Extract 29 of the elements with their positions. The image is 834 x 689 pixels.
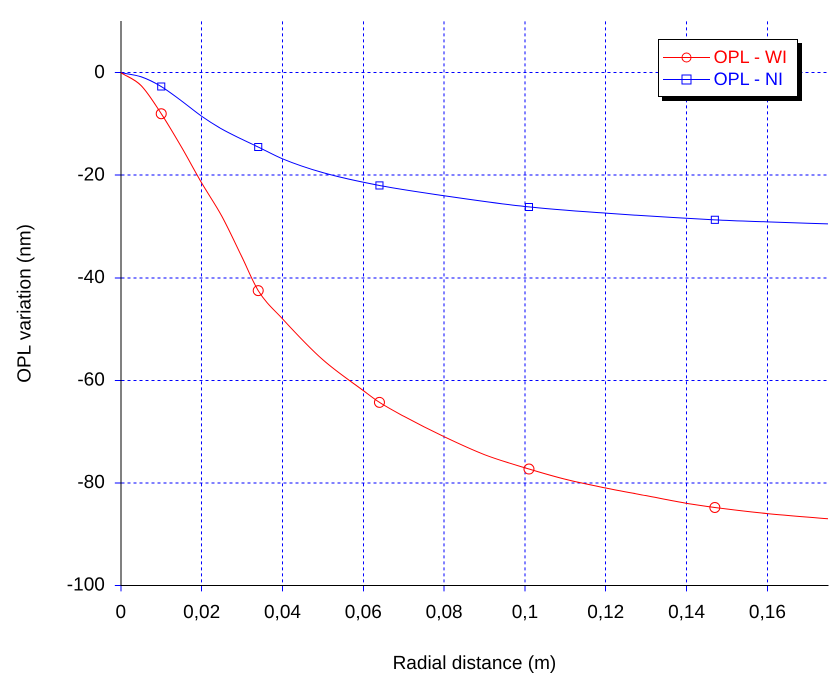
point xyxy=(523,464,534,475)
x-tick-label: 0,02 xyxy=(183,602,220,624)
point xyxy=(156,108,167,120)
x-tick-label: 0,14 xyxy=(668,602,706,624)
x-tick-label: 0,1 xyxy=(512,602,538,624)
y-tick-label: 0 xyxy=(94,62,105,83)
legend-label: OPL - NI xyxy=(714,68,784,90)
x-axis-title: Radial distance (m) xyxy=(392,652,556,674)
x-tick-label: 0,04 xyxy=(264,602,302,624)
point xyxy=(374,396,385,408)
point xyxy=(710,216,719,224)
point xyxy=(524,202,534,212)
y-tick-label: -40 xyxy=(77,267,105,288)
y-tick-label: -100 xyxy=(66,574,105,596)
x-tick-label: 0,06 xyxy=(344,602,382,624)
y-tick-label: -20 xyxy=(77,164,105,186)
y-tick-label: -80 xyxy=(77,472,105,494)
point xyxy=(157,82,166,91)
x-tick-label: 0 xyxy=(116,602,126,624)
y-tick-label: -60 xyxy=(77,370,105,391)
x-tick-label: 0,16 xyxy=(748,602,786,624)
x-tick-label: 0,12 xyxy=(587,602,624,624)
point xyxy=(252,285,264,296)
legend-label: OPL - WI xyxy=(714,46,787,68)
x-tick-label: 0,08 xyxy=(426,602,463,624)
y-axis-title: OPL variation (nm) xyxy=(14,224,36,383)
point xyxy=(254,142,262,152)
point xyxy=(709,502,720,513)
point xyxy=(375,181,384,190)
